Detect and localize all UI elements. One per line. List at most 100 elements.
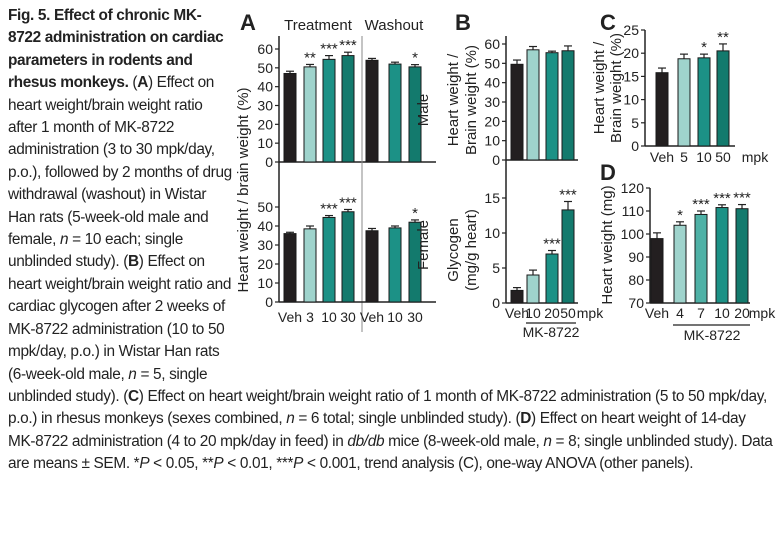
- bar: [526, 49, 540, 161]
- x-tick-label: 20: [544, 305, 560, 321]
- bar: [716, 50, 730, 147]
- y-tick-label: 0: [265, 294, 273, 310]
- group-title: Treatment: [284, 17, 353, 34]
- y-axis-label: (mg/g heart): [463, 209, 480, 291]
- bar: [697, 57, 711, 147]
- bar: [510, 63, 524, 161]
- y-tick-label: 40: [257, 218, 273, 234]
- x-tick-label: Veh: [360, 309, 384, 325]
- significance-marker: ***: [543, 236, 561, 253]
- y-tick-label: 25: [623, 22, 639, 38]
- significance-marker: **: [717, 29, 729, 46]
- x-tick-label: 30: [407, 309, 423, 325]
- y-tick-label: 50: [257, 60, 273, 76]
- caption-text: < 0.05, **: [149, 455, 214, 473]
- drug-label: MK-8722: [523, 324, 580, 340]
- x-tick-label: 3: [306, 309, 314, 325]
- y-tick-label: 10: [484, 133, 500, 149]
- y-tick-label: 20: [623, 45, 639, 61]
- x-tick-label: 4: [676, 305, 684, 321]
- bar: [673, 224, 687, 304]
- group-title: Washout: [365, 17, 424, 34]
- x-tick-label: 10: [525, 305, 541, 321]
- y-axis-label: Heart weight (mg): [599, 185, 616, 304]
- bar: [365, 59, 379, 163]
- y-tick-label: 10: [484, 225, 500, 241]
- significance-marker: ***: [339, 37, 357, 54]
- significance-marker: *: [701, 39, 707, 56]
- caption-bold-text: B: [127, 253, 139, 271]
- bar: [715, 207, 729, 304]
- y-tick-label: 5: [631, 115, 639, 131]
- bar: [388, 227, 402, 303]
- y-tick-label: 15: [623, 68, 639, 84]
- significance-marker: ***: [559, 187, 577, 204]
- y-tick-label: 10: [257, 275, 273, 291]
- caption-italic-text: P: [139, 455, 150, 473]
- caption-text: = 6 total; single unblinded study). (: [294, 410, 521, 428]
- bar: [526, 274, 540, 304]
- caption-text: = 8; single unblinded study). Data are m…: [8, 432, 773, 473]
- y-axis-label: Glycogen: [445, 218, 462, 281]
- bar: [303, 66, 317, 163]
- x-tick-label: 10: [714, 305, 730, 321]
- caption-bold-text: D: [520, 410, 532, 428]
- bar: [545, 253, 559, 304]
- sex-label: Female: [415, 220, 432, 270]
- y-tick-label: 0: [265, 154, 273, 170]
- significance-marker: ***: [339, 194, 357, 211]
- caption-italic-text: n: [543, 432, 552, 450]
- caption-bold-text: A: [137, 74, 148, 92]
- x-tick-label: 5: [680, 149, 688, 165]
- bar: [341, 55, 355, 163]
- y-axis-label: Brain weight (%): [463, 45, 480, 155]
- bar: [677, 58, 691, 147]
- significance-marker: **: [304, 49, 316, 66]
- significance-marker: ***: [713, 190, 731, 207]
- caption-text: (: [128, 74, 138, 92]
- caption-text: = 5, single unblinded study). (: [8, 365, 208, 405]
- caption-text: ) Effect on heart weight/brain weight ra…: [8, 253, 232, 383]
- bar: [341, 211, 355, 303]
- caption-italic-text: P: [213, 455, 224, 473]
- bar: [694, 213, 708, 304]
- y-tick-label: 30: [484, 94, 500, 110]
- y-tick-label: 30: [257, 237, 273, 253]
- significance-marker: *: [412, 50, 418, 67]
- x-tick-label: Veh: [505, 305, 529, 321]
- y-tick-label: 5: [492, 260, 500, 276]
- panel-label: A: [240, 10, 256, 35]
- x-tick-label: 30: [340, 309, 356, 325]
- unit-label: mpk: [577, 305, 604, 321]
- caption-italic-text: P: [293, 455, 304, 473]
- drug-label: MK-8722: [684, 327, 741, 343]
- significance-marker: ***: [320, 201, 338, 218]
- y-tick-label: 0: [492, 152, 500, 168]
- x-tick-label: 50: [715, 149, 731, 165]
- y-tick-label: 70: [628, 295, 644, 311]
- bar: [408, 66, 422, 163]
- y-axis-label: Heart weight /: [445, 53, 462, 146]
- panel-label: D: [600, 160, 616, 185]
- bar: [735, 208, 749, 304]
- bar: [561, 209, 575, 304]
- x-tick-label: Veh: [278, 309, 302, 325]
- caption-italic-text: db/db: [347, 432, 385, 450]
- y-tick-label: 60: [257, 41, 273, 57]
- bar: [655, 72, 669, 147]
- panel-label: C: [600, 10, 616, 35]
- y-axis-label: Heart weight /: [591, 41, 608, 134]
- y-tick-label: 40: [484, 75, 500, 91]
- y-tick-label: 0: [492, 295, 500, 311]
- caption-bold-text: C: [127, 387, 139, 405]
- bar: [510, 289, 524, 304]
- y-tick-label: 20: [484, 113, 500, 129]
- y-tick-label: 50: [257, 199, 273, 215]
- unit-label: mpk: [749, 305, 776, 321]
- y-axis-label: Heart weight / brain weight (%): [235, 87, 252, 292]
- bar: [388, 63, 402, 163]
- significance-marker: ***: [320, 41, 338, 58]
- caption-italic-text: n: [128, 365, 137, 383]
- x-tick-label: 20: [734, 305, 750, 321]
- bar: [545, 52, 559, 161]
